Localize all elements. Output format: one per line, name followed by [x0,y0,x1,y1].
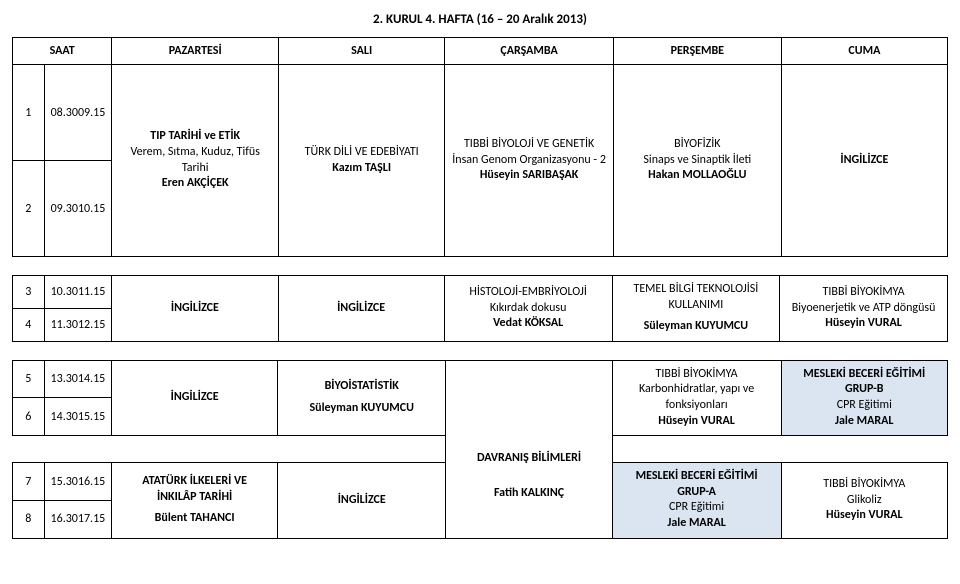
page-title: 2. KURUL 4. HAFTA (16 – 20 Aralık 2013) [12,12,948,27]
cell-thu-a: BİYOFİZİK Sinaps ve Sinaptik İleti Hakan… [613,65,781,257]
cell-thu-d: MESLEKİ BECERİ EĞİTİMİ GRUP-A CPR Eğitim… [612,463,781,538]
row-idx: 8 [13,500,45,538]
cell-fri-b: TIBBİ BİYOKİMYA Biyoenerjetik ve ATP dön… [780,276,948,342]
schedule-table-b: 3 10.3011.15 İNGİLİZCE İNGİLİZCE HİSTOLO… [12,275,948,342]
row-time: 15.3016.15 [44,463,112,501]
cell-wed-a: TIBBİ BİYOLOJİ VE GENETİK İnsan Genom Or… [445,65,614,257]
header-row: SAAT PAZARTESİ SALI ÇARŞAMBA PERŞEMBE CU… [13,38,948,65]
row-idx: 7 [13,463,45,501]
row-idx: 5 [13,360,45,398]
row-idx: 2 [13,161,45,257]
row-time: 08.3009.15 [44,65,112,161]
col-wed: ÇARŞAMBA [445,38,614,65]
row-idx: 4 [13,308,45,341]
schedule-table-cd: 5 13.3014.15 İNGİLİZCE BİYOİSTATİSTİK Sü… [12,360,948,539]
row-time: 13.3014.15 [44,360,112,398]
row-time: 14.3015.15 [44,398,112,436]
cell-tue-c: BİYOİSTATİSTİK Süleyman KUYUMCU [277,360,445,435]
row-time: 11.3012.15 [44,308,112,341]
row-time: 10.3011.15 [44,276,112,309]
cell-mon-a: TIP TARİHİ ve ETİK Verem, Sıtma, Kuduz, … [112,65,279,257]
cell-thu-c: TIBBİ BİYOKİMYA Karbonhidratlar, yapı ve… [612,360,781,435]
cell-tue-a: TÜRK DİLİ VE EDEBİYATI Kazım TAŞLI [279,65,445,257]
schedule-table-a: SAAT PAZARTESİ SALI ÇARŞAMBA PERŞEMBE CU… [12,37,948,257]
cell-thu-b: TEMEL BİLGİ TEKNOLOJİSİ KULLANIMI Süleym… [612,276,780,342]
cell-wed-b: HİSTOLOJİ-EMBRİYOLOJİ Kıkırdak dokusu Ve… [444,276,612,342]
cell-mon-b: İNGİLİZCE [112,276,278,342]
row-time: 09.3010.15 [44,161,112,257]
col-thu: PERŞEMBE [613,38,781,65]
cell-fri-a: İNGİLİZCE [781,65,947,257]
cell-fri-d: TIBBİ BİYOKİMYA Glikoliz Hüseyin VURAL [781,463,947,538]
col-mon: PAZARTESİ [112,38,279,65]
cell-mon-c: İNGİLİZCE [112,360,278,435]
cell-tue-b: İNGİLİZCE [278,276,444,342]
col-tue: SALI [279,38,445,65]
row-idx: 3 [13,276,45,309]
row-time: 16.3017.15 [44,500,112,538]
cell-fri-c: MESLEKİ BECERİ EĞİTİMİ GRUP-B CPR Eğitim… [781,360,947,435]
cell-mon-d: ATATÜRK İLKELERİ VE İNKILÂP TARİHİ Bülen… [112,463,278,538]
row-idx: 6 [13,398,45,436]
col-saat: SAAT [13,38,112,65]
col-fri: CUMA [781,38,947,65]
cell-wed-cd: DAVRANIŞ BİLİMLERİ Fatih KALKINÇ [446,360,612,538]
cell-tue-d: İNGİLİZCE [277,463,445,538]
row-idx: 1 [13,65,45,161]
